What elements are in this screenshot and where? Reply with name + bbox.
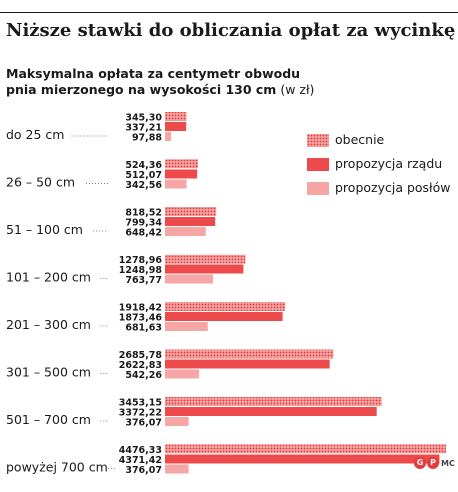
data-label-rzad: 2622,83 [119, 360, 162, 371]
data-label-obecnie: 345,30 [125, 113, 162, 124]
legend-swatch-poslow [307, 182, 329, 195]
chart-subtitle-line2: pnia mierzonego na wysokości 130 cm (w z… [6, 82, 314, 97]
bar-poslow [165, 227, 206, 236]
top-rule [0, 12, 458, 13]
data-label-poslow: 342,56 [125, 180, 162, 191]
category-label: 501 – 700 cm [6, 412, 91, 427]
data-label-obecnie: 4476,33 [119, 445, 162, 456]
data-label-rzad: 1873,46 [119, 313, 163, 324]
chart-subtitle-line1: Maksymalna opłata za centymetr obwodu [6, 66, 301, 81]
unit-label: (w zł) [280, 82, 315, 97]
data-label-poslow: 542,26 [125, 370, 162, 381]
bar-obecnie [165, 397, 382, 406]
bar-poslow [165, 369, 200, 379]
logo-circle-2-icon: P [427, 457, 439, 469]
chart-title: Niższe stawki do obliczania opłat za wyc… [6, 20, 456, 41]
data-label-obecnie: 524,36 [125, 160, 162, 171]
chart-subtitle-line2-text: pnia mierzonego na wysokości 130 cm [6, 82, 277, 97]
data-label-poslow: 376,07 [125, 465, 162, 476]
category-label: 301 – 500 cm [6, 365, 91, 380]
data-label-poslow: 97,88 [132, 133, 162, 144]
legend-label-poslow: propozycja posłów [335, 180, 451, 195]
bar-obecnie [165, 207, 217, 216]
data-label-rzad: 3372,22 [119, 408, 162, 419]
bar-obecnie [165, 444, 446, 454]
data-label-poslow: 681,63 [125, 323, 162, 334]
category-label: do 25 cm [6, 127, 64, 142]
bar-poslow [165, 464, 189, 474]
legend-swatch-obecnie [307, 134, 329, 147]
category-label: 201 – 300 cm [6, 317, 91, 332]
bar-poslow [165, 274, 213, 284]
logo-text: MC [441, 459, 455, 468]
bar-rzad [165, 122, 187, 131]
bar-rzad [165, 217, 216, 226]
legend-label-rzad: propozycja rządu [335, 156, 443, 171]
bar-obecnie [165, 254, 246, 264]
category-label: 51 – 100 cm [6, 222, 83, 237]
data-label-rzad: 512,07 [125, 170, 162, 181]
bar-poslow [165, 132, 172, 141]
bar-obecnie [165, 159, 198, 169]
logo-circle-1-icon: G [414, 457, 426, 469]
data-label-rzad: 799,34 [125, 218, 162, 229]
category-label: 26 – 50 cm [6, 175, 75, 190]
bar-rzad [165, 312, 283, 321]
data-label-obecnie: 2685,78 [119, 350, 163, 361]
bar-rzad [165, 359, 330, 369]
bar-obecnie [165, 112, 187, 121]
bar-rzad [165, 454, 440, 464]
category-label: 101 – 200 cm [6, 270, 91, 285]
bar-poslow [165, 179, 187, 189]
data-label-obecnie: 1918,42 [119, 303, 162, 314]
data-label-poslow: 648,42 [125, 228, 162, 239]
data-label-rzad: 4371,42 [119, 455, 162, 466]
data-label-obecnie: 1278,96 [119, 255, 163, 266]
bar-rzad [165, 407, 377, 416]
data-label-rzad: 1248,98 [119, 265, 163, 276]
category-label: powyżej 700 cm [6, 460, 108, 475]
bar-poslow [165, 417, 189, 426]
bar-rzad [165, 264, 244, 274]
bar-obecnie [165, 302, 286, 311]
bar-poslow [165, 322, 208, 331]
data-label-poslow: 763,77 [125, 275, 162, 286]
data-label-poslow: 376,07 [125, 418, 162, 429]
legend-label-obecnie: obecnie [335, 132, 385, 147]
data-label-obecnie: 818,52 [125, 208, 162, 219]
legend-swatch-rzad [307, 158, 329, 171]
bar-obecnie [165, 349, 334, 359]
data-label-rzad: 337,21 [125, 123, 162, 134]
data-label-obecnie: 3453,15 [119, 398, 162, 409]
bar-rzad [165, 169, 198, 179]
